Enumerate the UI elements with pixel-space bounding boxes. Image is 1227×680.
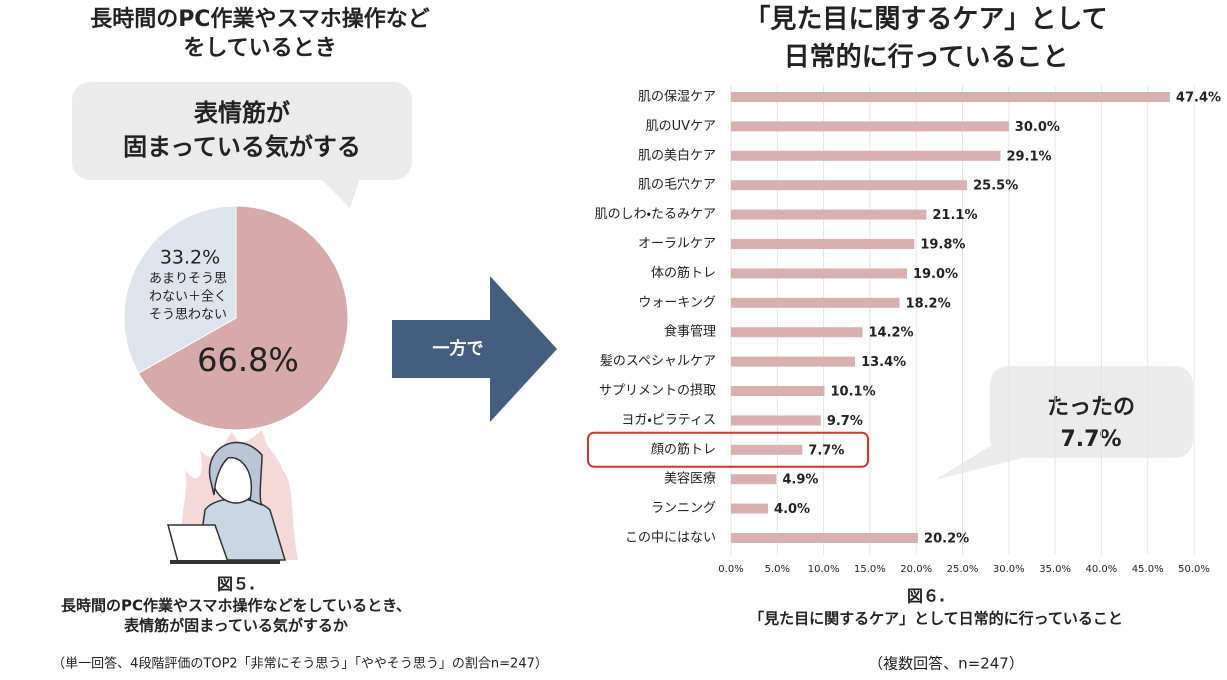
y-tick-label: オーラルケア [638,237,716,252]
slice-label: わない＋全く [149,290,227,305]
y-tick-label: この中にはない [625,531,716,546]
bar [731,327,863,338]
y-tick-label: 肌の毛穴ケア [638,178,716,193]
x-tick-label: 45.0% [1132,564,1164,575]
value-label: 30.0% [1015,120,1060,135]
bar [731,209,927,220]
callout-bubble [72,82,412,208]
y-tick-label: 髪のスペシャルケア [600,354,716,369]
callout-text: 7.7% [1060,427,1121,452]
x-tick-label: 50.0% [1178,564,1210,575]
chart-title: 日常的に行っていること [784,42,1069,73]
callout-bubble [935,366,1193,480]
x-tick-label: 10.0% [808,564,840,575]
chart-title: 長時間のPC作業やスマホ操作など [90,7,430,32]
value-label: 4.0% [774,502,810,517]
value-label: 29.1% [1006,149,1051,164]
slice-label: あまりそう思 [149,272,227,287]
bar [731,386,825,396]
chart-title: 「見た目に関するケア」として [744,4,1107,35]
value-label: 33.2% [160,247,220,269]
callout-text: 固まっている気がする [123,133,361,161]
bar [731,503,769,514]
bar [731,474,777,485]
bar [731,297,900,308]
x-tick-label: 25.0% [947,564,979,575]
value-label: 9.7% [827,414,863,429]
x-tick-label: 40.0% [1086,564,1118,575]
y-tick-label: 肌の保湿ケア [638,90,716,105]
value-label: 66.8% [197,341,299,379]
x-tick-label: 35.0% [1039,564,1071,575]
y-tick-label: 食事管理 [664,325,716,340]
y-tick-label: ウォーキング [638,295,716,310]
value-label: 7.7% [808,443,844,458]
slice-label: そう思わない [149,308,227,323]
person-illustration [167,430,298,564]
x-tick-label: 20.0% [900,564,932,575]
figure-label: 図６. [907,587,945,606]
y-tick-label: 顔の筋トレ [651,441,716,457]
value-label: 10.1% [831,385,876,400]
arrow-text: 一方で [433,338,484,359]
bar [731,268,907,279]
bar [731,356,856,367]
value-label: 19.8% [920,238,965,253]
y-tick-label: ランニング [651,501,716,516]
pie-slice [137,205,349,431]
bar [731,444,803,455]
value-label: 21.1% [932,208,977,223]
value-label: 13.4% [861,355,906,370]
callout-text: たったの [1047,395,1135,420]
x-tick-label: 5.0% [765,564,790,575]
caption: 長時間のPC作業やスマホ操作などをしているとき、 [61,597,411,615]
caption: 「見た目に関するケア」として日常的に行っていること [749,610,1123,628]
y-tick-label: 体の筋トレ [651,265,716,281]
value-label: 4.9% [782,473,818,488]
x-tick-label: 15.0% [854,564,886,575]
y-tick-label: 肌の美白ケア [638,147,716,163]
y-tick-label: 美容医療 [664,472,716,487]
note: （単一回答、4段階評価のTOP2「非常にそう思う」「ややそう思う」の割合n=24… [52,656,548,672]
value-label: 20.2% [924,532,969,547]
highlight-box [587,431,869,468]
note: （複数回答、n=247） [868,655,1024,673]
pie-slice [123,205,237,374]
bar [731,180,968,191]
chart-title: をしているとき [183,36,336,61]
value-label: 19.0% [913,267,958,282]
bar [731,533,919,543]
value-label: 47.4% [1176,91,1221,106]
arrow [392,276,557,422]
y-tick-label: 肌のしわ・たるみケア [595,207,716,222]
y-tick-label: サプリメントの摂取 [599,383,716,399]
value-label: 18.2% [906,296,951,311]
bar [731,92,1170,102]
y-tick-label: ヨガ・ピラティス [621,413,716,428]
caption: 表情筋が固まっている気がするか [123,617,348,635]
x-tick-label: 0.0% [718,564,743,575]
x-tick-label: 30.0% [993,564,1025,575]
bar [731,415,821,426]
value-label: 14.2% [868,326,913,341]
bar [731,239,915,249]
callout-text: 表情筋が [193,99,290,127]
bar [731,150,1001,161]
value-label: 25.5% [973,179,1018,194]
figure-label: 図５. [217,575,255,594]
y-tick-label: 肌のUVケア [646,119,716,134]
bar [731,121,1009,132]
